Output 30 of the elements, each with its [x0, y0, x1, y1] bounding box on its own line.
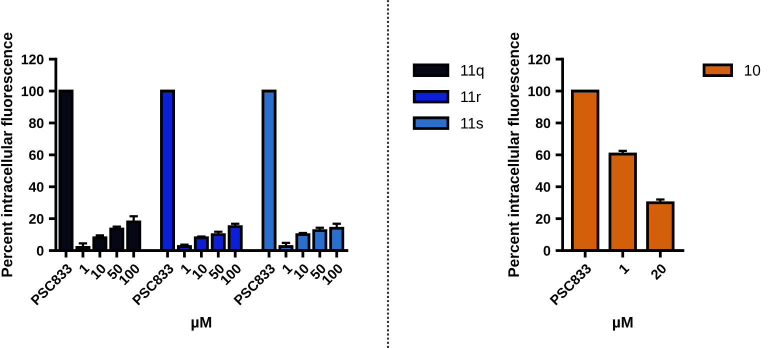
y-tick-label: 40 — [28, 182, 44, 192]
legend-label: 11q — [461, 65, 484, 79]
y-tick-label: 20 — [536, 214, 550, 224]
x-axis-title: µM — [612, 316, 632, 331]
x-tick-label: 1 — [78, 263, 90, 274]
x-tick-label: 20 — [650, 263, 668, 280]
y-tick-label: 80 — [29, 118, 44, 128]
y-tick-label: 0 — [544, 246, 550, 256]
x-tick-label: 10 — [191, 263, 208, 280]
x-tick-label: 1 — [281, 263, 293, 274]
y-tick-label: 0 — [36, 246, 44, 256]
legend-label: 11r — [461, 92, 481, 102]
legend-label: 10 — [744, 64, 760, 76]
x-tick-label: 10 — [292, 263, 310, 280]
y-axis-title: Percent intracellular fluorescence — [508, 32, 520, 277]
y-tick-label: 60 — [29, 150, 44, 160]
legend-label: 11s — [461, 118, 484, 129]
y-tick-label: 100 — [22, 86, 44, 96]
y-tick-label: 100 — [528, 86, 550, 96]
y-tick-label: 80 — [536, 118, 550, 128]
y-axis-title: Percent intracellular fluorescence — [1, 32, 12, 277]
x-tick-label: 10 — [90, 263, 107, 280]
y-tick-label: 120 — [22, 54, 44, 64]
x-tick-label: 1 — [180, 263, 192, 274]
x-axis-title: µM — [192, 316, 212, 331]
y-tick-label: 120 — [528, 54, 550, 64]
y-tick-label: 60 — [536, 150, 550, 160]
y-tick-label: 20 — [29, 214, 44, 224]
x-tick-label: 1 — [618, 263, 630, 274]
y-tick-label: 40 — [536, 182, 550, 192]
